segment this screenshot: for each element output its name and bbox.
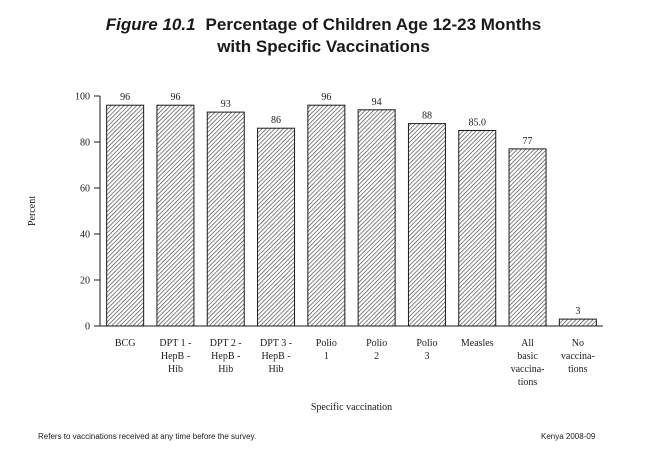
title-line-1: Figure 10.1 Percentage of Children Age 12…	[0, 14, 647, 36]
category-label: Polio	[316, 338, 337, 349]
category-label: HepB -	[211, 351, 240, 362]
bar	[257, 127, 296, 327]
title-text-1: Percentage of Children Age 12-23 Months	[205, 15, 542, 34]
category-label: Measles	[461, 338, 494, 349]
category-label: All	[521, 338, 534, 349]
bar	[357, 109, 396, 327]
bar-value-label: 94	[372, 97, 382, 108]
y-tick-label: 40	[80, 230, 90, 241]
bar-value-label: 85.0	[469, 118, 487, 129]
category-label: Hib	[218, 364, 233, 375]
bar-value-label: 96	[170, 92, 180, 103]
bar	[458, 130, 497, 327]
figure-label: Figure 10.1	[105, 15, 196, 34]
bar	[156, 104, 195, 327]
category-label: Polio	[416, 338, 437, 349]
category-label: DPT 1 -	[159, 338, 191, 349]
y-tick-label: 20	[80, 276, 90, 287]
category-label: vaccina-	[561, 351, 595, 362]
category-label: HepB -	[161, 351, 190, 362]
labels: 96 BCG 96 DPT 1 - HepB - Hib 93 DPT 2 - HepB - Hi…	[115, 92, 595, 388]
category-label: tions	[518, 377, 538, 388]
bar	[407, 123, 446, 327]
category-label: DPT 2 -	[210, 338, 242, 349]
category-label: HepB -	[261, 351, 290, 362]
y-tick-label: 100	[75, 92, 90, 103]
chart-title: Figure 10.1 Percentage of Children Age 12…	[0, 14, 647, 58]
category-label: Hib	[269, 364, 284, 375]
x-axis-title: Specific vaccination	[311, 402, 392, 413]
category-label: No	[572, 338, 584, 349]
y-tick-label: 60	[80, 184, 90, 195]
category-label: 2	[374, 351, 379, 362]
category-label: basic	[517, 351, 538, 362]
category-label: DPT 3 -	[260, 338, 292, 349]
category-label: Polio	[366, 338, 387, 349]
category-label: vaccina-	[511, 364, 545, 375]
category-label: 3	[424, 351, 429, 362]
bar-value-label: 88	[422, 111, 432, 122]
bar-value-label: 96	[321, 92, 331, 103]
bar-value-label: 96	[120, 92, 130, 103]
y-axis-title: Percent	[27, 196, 38, 226]
bar-value-label: 86	[271, 115, 281, 126]
bar-value-label: 93	[221, 99, 231, 110]
bar	[558, 318, 597, 327]
y-tick-label: 0	[85, 322, 90, 333]
category-label: Hib	[168, 364, 183, 375]
bar-value-label: 3	[575, 306, 580, 317]
bar-value-label: 77	[523, 136, 533, 147]
y-tick-label: 80	[80, 138, 90, 149]
bar	[106, 104, 145, 327]
bar	[508, 148, 547, 327]
category-label: BCG	[115, 338, 136, 349]
footer-source: Kenya 2008-09	[541, 432, 596, 441]
category-label: tions	[568, 364, 588, 375]
footer-note: Refers to vaccinations received at any t…	[38, 432, 257, 441]
title-line-2: with Specific Vaccinations	[217, 37, 430, 56]
bar	[206, 111, 245, 327]
bar	[307, 104, 346, 327]
bars	[106, 104, 597, 327]
category-label: 1	[324, 351, 329, 362]
